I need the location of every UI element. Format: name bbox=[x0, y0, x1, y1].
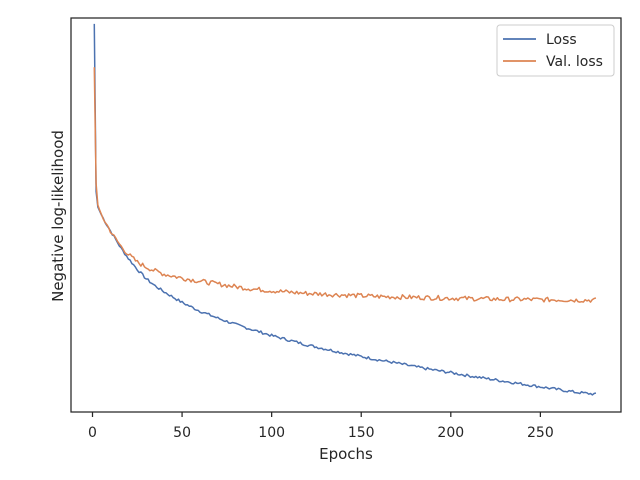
x-tick-label: 150 bbox=[348, 425, 375, 441]
x-tick-label: 250 bbox=[527, 425, 554, 441]
series-layer bbox=[93, 23, 597, 396]
legend: Loss Val. loss bbox=[496, 24, 615, 77]
legend-box bbox=[496, 24, 615, 77]
x-tick-label: 50 bbox=[173, 425, 191, 441]
series-line-loss bbox=[93, 23, 597, 396]
plot-background bbox=[71, 18, 621, 412]
x-axis-label: Epochs bbox=[319, 445, 373, 463]
plot-frame bbox=[70, 17, 622, 413]
x-tick-label: 100 bbox=[258, 425, 285, 441]
series-line-val-loss bbox=[93, 67, 597, 303]
y-axis-label: Negative log-likelihood bbox=[49, 130, 67, 302]
legend-label-loss: Loss bbox=[546, 32, 577, 48]
x-tick-label: 0 bbox=[88, 425, 97, 441]
legend-label-val-loss: Val. loss bbox=[546, 54, 603, 70]
x-axis: 0 50 100 150 200 250 bbox=[88, 412, 554, 441]
x-tick-label: 200 bbox=[437, 425, 464, 441]
